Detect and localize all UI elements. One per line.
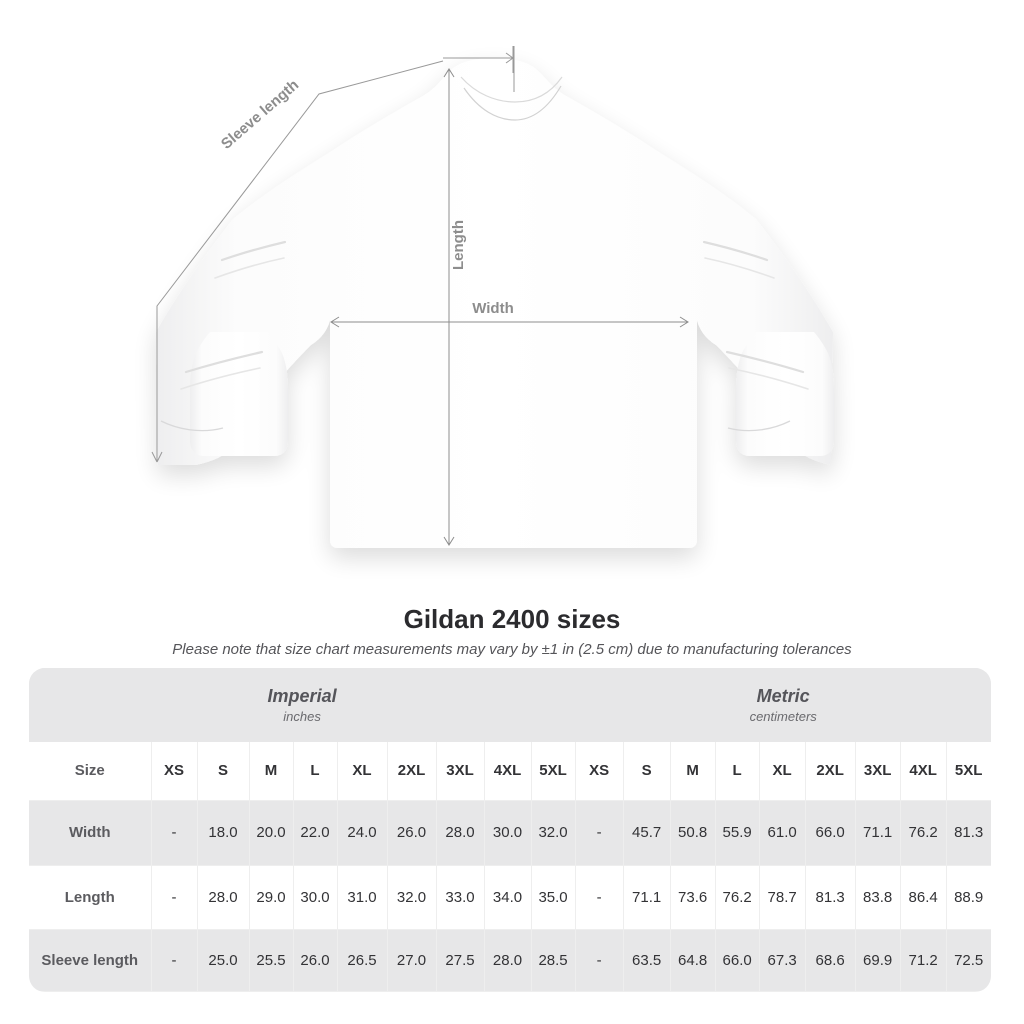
svg-text:Width: Width (472, 300, 514, 317)
svg-text:Sleeve length: Sleeve length (218, 76, 302, 152)
svg-text:Length: Length (450, 220, 467, 270)
